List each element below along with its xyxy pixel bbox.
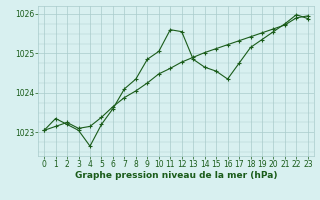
X-axis label: Graphe pression niveau de la mer (hPa): Graphe pression niveau de la mer (hPa) — [75, 171, 277, 180]
